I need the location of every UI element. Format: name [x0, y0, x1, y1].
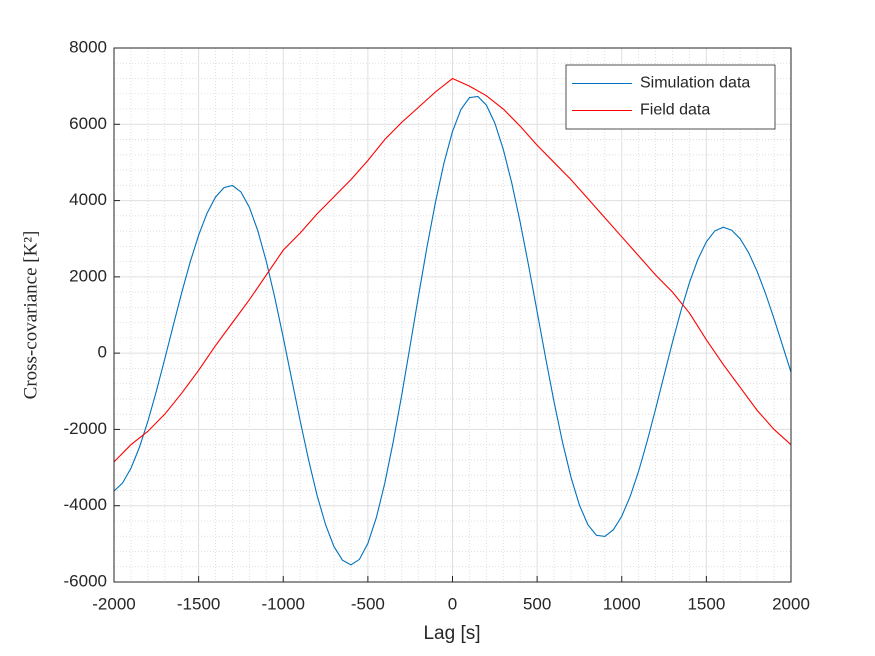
data-line: [114, 95, 791, 566]
x-axis-label: Lag [s]: [423, 623, 480, 644]
x-tick-label: 0: [448, 594, 457, 613]
x-tick-label: -2000: [92, 594, 135, 613]
legend-label: Simulation data: [640, 75, 750, 92]
y-tick-label: -6000: [64, 571, 107, 590]
x-tick-label: -500: [351, 594, 385, 613]
x-tick-label: -1500: [177, 594, 220, 613]
legend: Simulation data Field data: [565, 64, 776, 130]
legend-label: Field data: [640, 102, 710, 119]
plot-lines: [114, 77, 791, 566]
x-tick-label: -1000: [262, 594, 305, 613]
y-tick-label: 0: [98, 343, 107, 362]
x-tick-label: 1000: [603, 594, 641, 613]
data-line: [114, 77, 791, 463]
x-tick-label: 1500: [687, 594, 725, 613]
x-tick-label: 2000: [772, 594, 810, 613]
y-tick-label: 2000: [69, 266, 107, 285]
y-tick-label: 6000: [69, 114, 107, 133]
y-tick-label: -2000: [64, 419, 107, 438]
x-tick-label: 500: [523, 594, 551, 613]
legend-box: [565, 64, 776, 130]
y-tick-label: -4000: [64, 495, 107, 514]
y-axis-label: Cross-covariance [K²]: [20, 231, 41, 400]
y-tick-label: 8000: [69, 37, 107, 56]
ticks: -2000 -1500 -1000 -500 0 500 1000 1500 2000 -6000…: [64, 37, 810, 613]
y-tick-label: 4000: [69, 190, 107, 209]
